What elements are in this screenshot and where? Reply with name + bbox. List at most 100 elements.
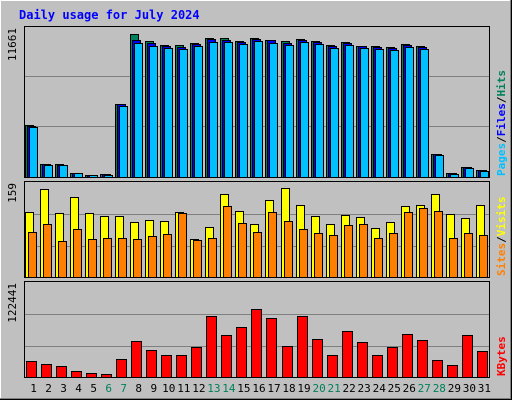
bar-sites-day-19: [299, 229, 308, 278]
bar-kbytes-day-7: [116, 359, 127, 378]
x-tick-label-day-1: 1: [30, 382, 37, 395]
bar-pages-day-17: [269, 43, 278, 178]
x-tick-label-day-12: 12: [192, 382, 205, 395]
bar-sites-day-26: [404, 212, 413, 278]
bar-pages-day-8: [134, 43, 143, 178]
panel-border-visits-sites: [24, 181, 490, 278]
bar-pages-day-19: [300, 42, 309, 178]
x-tick-label-day-7: 7: [120, 382, 127, 395]
x-tick-label-day-27: 27: [418, 382, 431, 395]
bar-sites-day-17: [268, 212, 277, 278]
bar-sites-day-9: [148, 236, 157, 278]
bar-kbytes-day-31: [477, 351, 488, 378]
x-tick-label-day-3: 3: [60, 382, 67, 395]
legend-separator: /: [495, 96, 508, 103]
legend-separator: /: [495, 136, 508, 143]
x-tick-label-day-6: 6: [105, 382, 112, 395]
legend-kbytes: KBytes: [495, 336, 508, 376]
bar-sites-day-1: [28, 232, 37, 278]
bar-pages-day-16: [254, 41, 263, 178]
bar-kbytes-day-19: [297, 316, 308, 378]
x-tick-label-day-4: 4: [75, 382, 82, 395]
x-tick-label-day-2: 2: [45, 382, 52, 395]
bar-kbytes-day-29: [447, 365, 458, 378]
bar-sites-day-20: [314, 233, 323, 278]
bar-pages-day-3: [59, 165, 68, 178]
bar-sites-day-2: [43, 224, 52, 278]
x-tick-label-day-9: 9: [150, 382, 157, 395]
bar-pages-day-26: [405, 47, 414, 178]
bar-kbytes-day-17: [266, 318, 277, 378]
x-tick-label-day-23: 23: [358, 382, 371, 395]
bar-pages-day-2: [44, 165, 53, 178]
bar-kbytes-day-27: [417, 340, 428, 378]
bar-kbytes-day-30: [462, 335, 473, 378]
bar-sites-day-27: [419, 208, 428, 278]
bar-sites-day-16: [253, 232, 262, 278]
x-tick-label-day-30: 30: [463, 382, 476, 395]
ymax-label-kbytes: 122441: [6, 283, 19, 323]
legend-visits: Visits: [495, 197, 508, 237]
ymax-label-hits-files-pages: 11661: [6, 28, 19, 61]
bar-kbytes-day-12: [191, 347, 202, 378]
bar-kbytes-day-18: [282, 346, 293, 378]
plot-area: 11661Pages/Files/Hits159Sites/Visits1224…: [6, 26, 508, 395]
bar-kbytes-day-22: [342, 331, 353, 378]
bar-sites-day-10: [163, 234, 172, 278]
bar-kbytes-day-11: [176, 355, 187, 378]
bar-pages-day-18: [285, 45, 294, 178]
x-tick-label-day-14: 14: [222, 382, 236, 395]
x-tick-label-day-20: 20: [312, 382, 325, 395]
bar-sites-day-15: [238, 223, 247, 278]
bar-pages-day-13: [209, 42, 218, 178]
legend-kbytes: KBytes: [495, 336, 508, 376]
bar-kbytes-day-9: [146, 350, 157, 378]
bar-pages-day-14: [224, 42, 233, 178]
panel-border-hits-files-pages: [24, 26, 490, 178]
bar-pages-day-7: [119, 106, 128, 178]
bar-pages-day-27: [420, 49, 429, 178]
bar-sites-day-25: [389, 233, 398, 278]
x-tick-label-day-28: 28: [433, 382, 446, 395]
bar-kbytes-day-15: [236, 327, 247, 378]
bar-pages-day-31: [480, 171, 489, 178]
bar-pages-day-21: [330, 48, 339, 178]
bar-pages-day-15: [239, 44, 248, 178]
x-tick-label-day-19: 19: [297, 382, 310, 395]
bar-kbytes-day-13: [206, 316, 217, 378]
legend-sites: Sites: [495, 243, 508, 276]
bar-pages-day-1: [29, 127, 38, 178]
bar-pages-day-28: [435, 155, 444, 178]
x-tick-label-day-8: 8: [135, 382, 142, 395]
bar-pages-day-23: [360, 48, 369, 178]
x-tick-label-day-18: 18: [282, 382, 295, 395]
bar-sites-day-18: [284, 221, 293, 278]
bar-sites-day-30: [464, 233, 473, 278]
bar-sites-day-23: [359, 224, 368, 278]
bar-kbytes-day-2: [41, 364, 52, 378]
x-tick-label-day-29: 29: [448, 382, 461, 395]
bar-kbytes-day-28: [432, 360, 443, 378]
bar-sites-day-29: [449, 238, 458, 278]
bar-sites-day-8: [133, 239, 142, 278]
bar-pages-day-24: [375, 49, 384, 178]
bar-kbytes-day-26: [402, 334, 413, 378]
bar-pages-day-20: [315, 44, 324, 178]
bar-kbytes-day-23: [357, 342, 368, 378]
bar-pages-day-11: [179, 49, 188, 178]
bar-pages-day-4: [74, 173, 83, 178]
x-tick-label-day-16: 16: [252, 382, 265, 395]
bar-pages-day-30: [465, 168, 474, 178]
panel-border-kbytes: [24, 281, 490, 378]
bar-kbytes-day-14: [221, 335, 232, 378]
bar-kbytes-day-21: [327, 355, 338, 378]
bar-sites-day-4: [73, 229, 82, 278]
x-tick-label-day-26: 26: [403, 382, 416, 395]
bar-pages-day-25: [390, 50, 399, 178]
bar-pages-day-9: [149, 46, 158, 178]
legend-pages: Pages: [495, 143, 508, 176]
legend-hits: Hits: [495, 70, 508, 97]
x-tick-label-day-31: 31: [478, 382, 491, 395]
bar-kbytes-day-1: [26, 361, 37, 378]
bar-kbytes-day-8: [131, 341, 142, 378]
